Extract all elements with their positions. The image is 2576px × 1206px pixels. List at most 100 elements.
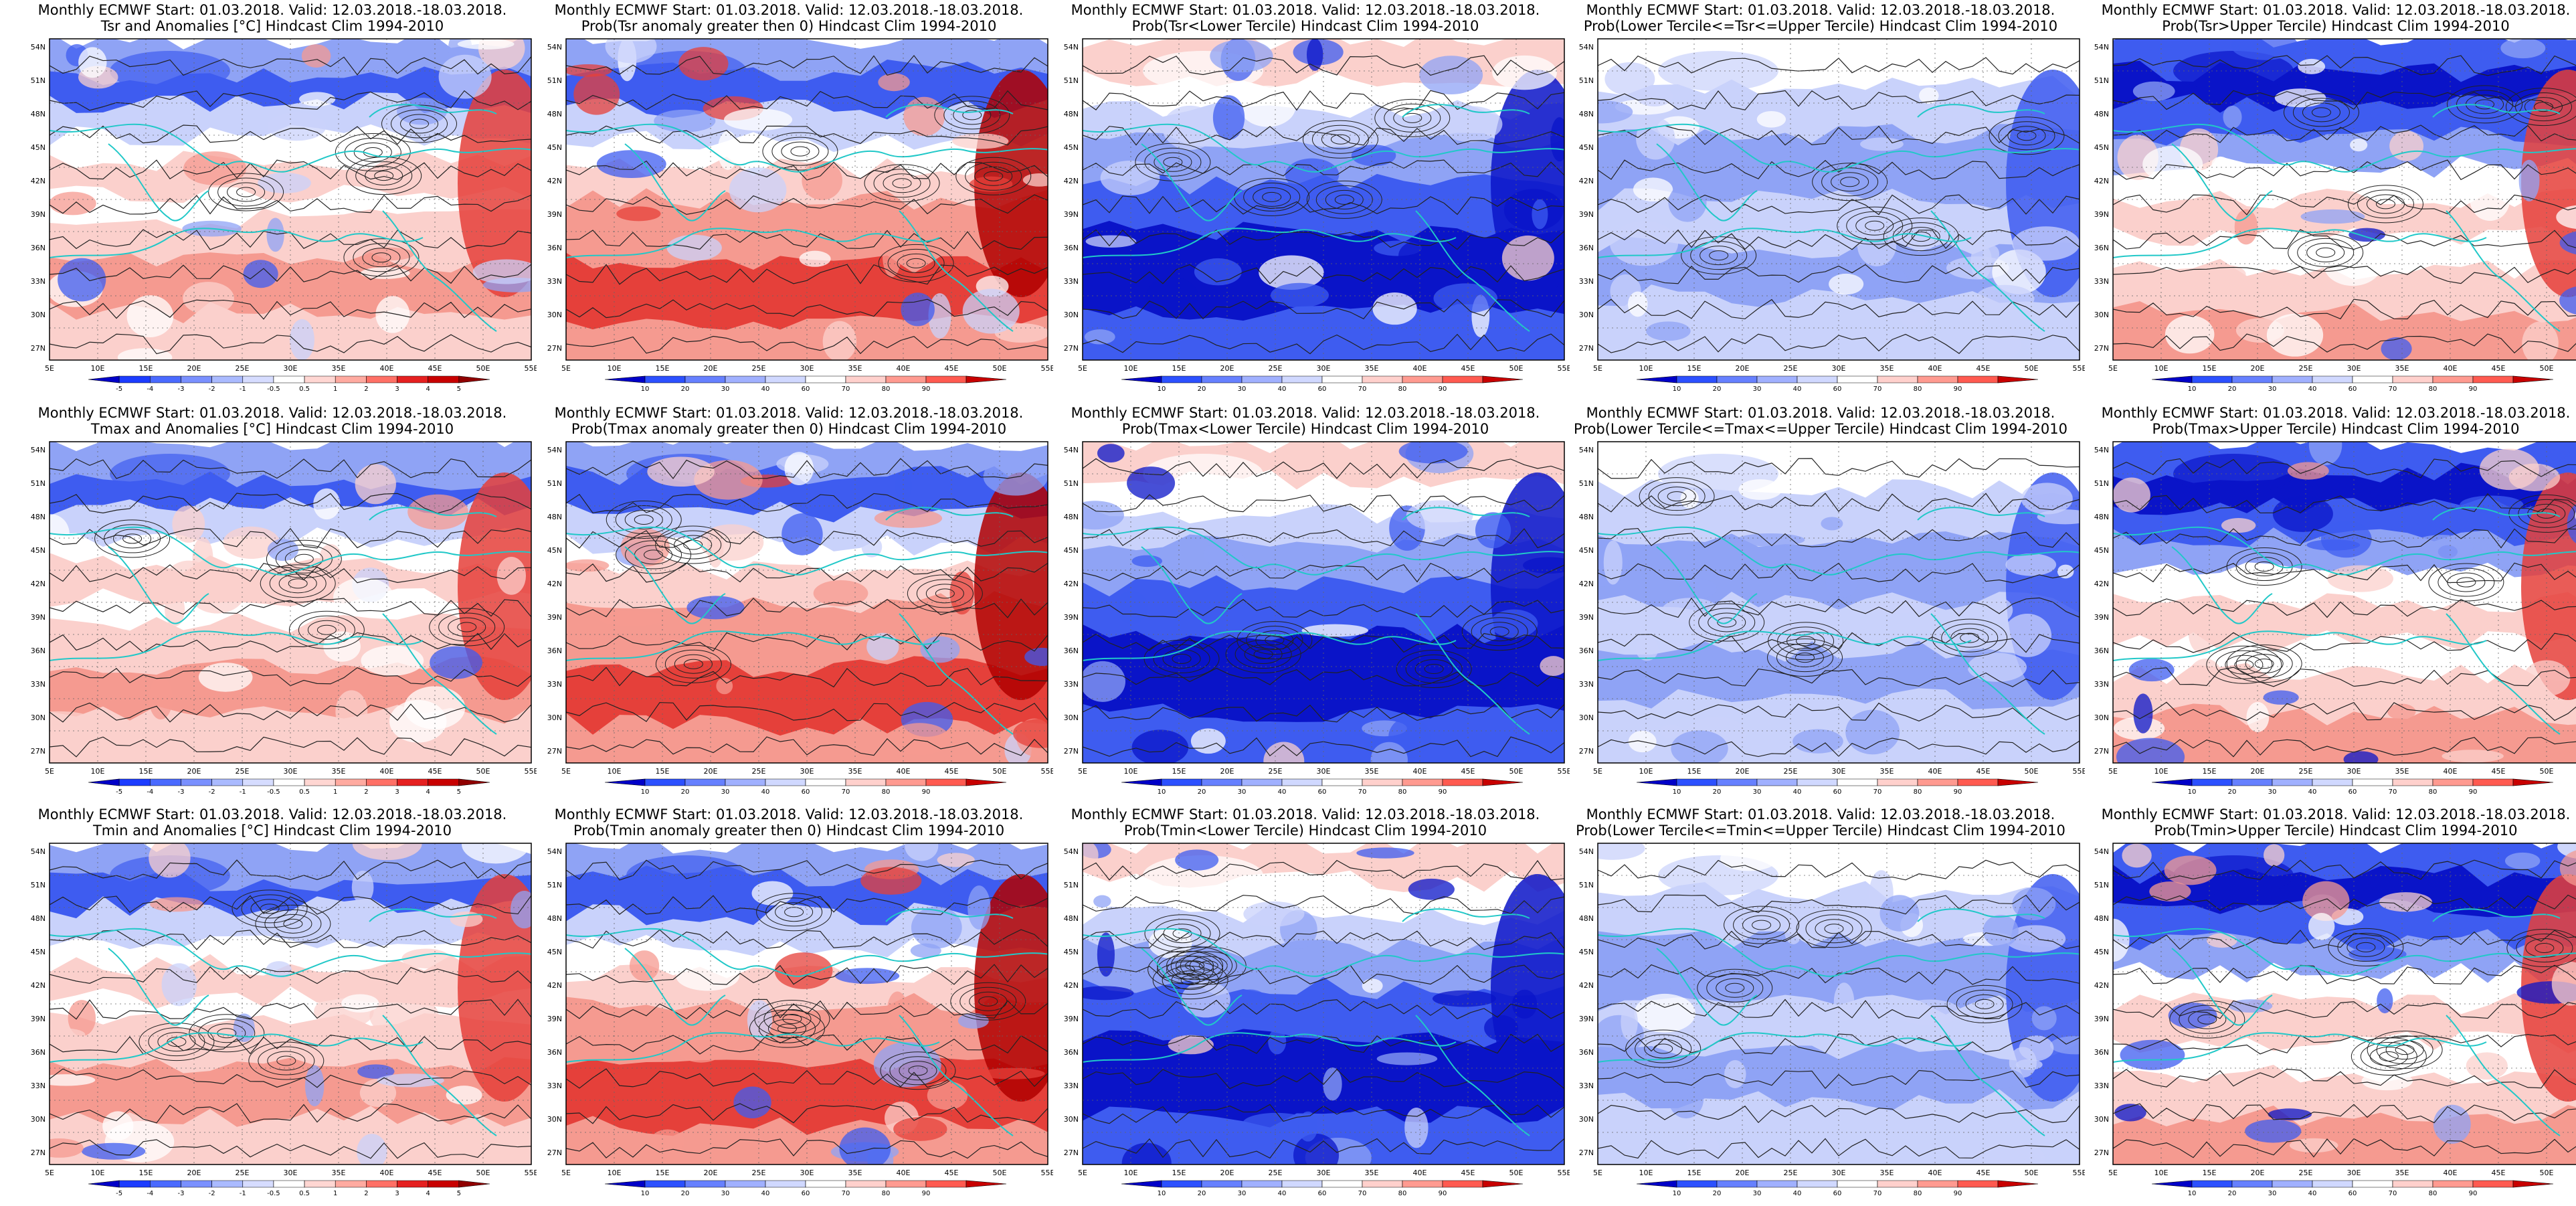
lat-tick-label: 48N	[547, 513, 562, 521]
color-bar-swatch	[335, 778, 367, 786]
color-bar-swatch	[118, 375, 151, 383]
color-bar-swatch	[2312, 1180, 2353, 1188]
color-bar-label: 70	[2389, 385, 2397, 393]
lat-tick-label: 36N	[1579, 1048, 1594, 1057]
color-bar-label: 80	[2429, 385, 2437, 393]
lon-tick-label: 20E	[1736, 364, 1750, 373]
color-bar-label: 90	[922, 1190, 931, 1197]
color-bar-label: 80	[882, 385, 891, 393]
color-bar-label: 70	[2389, 788, 2397, 796]
lat-tick-label: 36N	[2094, 244, 2109, 252]
lon-tick-label: 30E	[2347, 767, 2361, 776]
color-bar-swatch	[1756, 778, 1798, 786]
color-bar-swatch	[2151, 1180, 2193, 1188]
lat-tick-label: 54N	[547, 847, 562, 856]
lon-tick-label: 40E	[1928, 1169, 1942, 1177]
map-field	[50, 843, 531, 1165]
lon-tick-label: 30E	[800, 1169, 814, 1177]
lon-tick-label: 25E	[236, 767, 250, 776]
color-bar-swatch	[845, 375, 887, 383]
lat-tick-label: 30N	[31, 1115, 45, 1124]
color-bar-swatch	[1121, 778, 1162, 786]
color-bar-swatch	[1201, 1180, 1243, 1188]
lat-tick-label: 27N	[31, 1148, 45, 1157]
panel-subtitle: Prob(Lower Tercile<=Tmax<=Upper Tercile)…	[1574, 421, 2067, 437]
color-bar-swatch	[181, 375, 212, 383]
lat-tick-label: 45N	[31, 546, 45, 555]
color-bar-swatch	[2472, 778, 2514, 786]
map-field	[1083, 442, 1564, 763]
lat-tick-label: 30N	[2094, 713, 2109, 722]
color-bar-label: 10	[2188, 385, 2197, 393]
lon-tick-label: 55E	[1558, 1169, 1570, 1177]
lon-tick-label: 25E	[236, 364, 250, 373]
color-bar-label: 40	[1278, 788, 1287, 796]
lon-tick-label: 10E	[91, 767, 105, 776]
color-bar	[1636, 375, 2039, 383]
color-bar-label: 40	[1793, 1190, 1802, 1197]
lon-tick-label: 20E	[704, 364, 718, 373]
color-bar-swatch	[1837, 375, 1878, 383]
lat-tick-label: 51N	[1579, 881, 1594, 889]
color-bar-swatch	[1161, 778, 1202, 786]
panel-header: Monthly ECMWF Start: 01.03.2018. Valid: …	[1586, 806, 2055, 823]
color-bar-label: 70	[842, 788, 850, 796]
lon-tick-label: 15E	[1687, 767, 1701, 776]
color-bar-swatch	[366, 1180, 397, 1188]
color-bar-label: 40	[761, 1190, 770, 1197]
map-field	[566, 39, 1048, 360]
color-bar-label: -2	[209, 385, 215, 393]
color-bar-swatch	[428, 1180, 460, 1188]
lat-tick-label: 39N	[547, 210, 562, 219]
color-bar-label: 30	[721, 1190, 730, 1197]
color-bar-swatch	[1321, 1180, 1363, 1188]
color-bar-swatch	[2151, 375, 2193, 383]
color-bar-label: 60	[1833, 1190, 1842, 1197]
color-bar-label: 90	[1439, 788, 1447, 796]
lat-tick-label: 48N	[31, 513, 45, 521]
lat-tick-label: 30N	[2094, 311, 2109, 319]
lat-tick-label: 30N	[1579, 1115, 1594, 1124]
color-bar-swatch	[150, 1180, 181, 1188]
lon-tick-label: 20E	[2251, 1169, 2265, 1177]
color-bar-swatch	[1676, 1180, 1718, 1188]
lon-tick-label: 35E	[1880, 1169, 1894, 1177]
lon-tick-label: 40E	[897, 1169, 911, 1177]
lon-tick-label: 25E	[2299, 1169, 2313, 1177]
color-bar-swatch	[1241, 1180, 1283, 1188]
lat-tick-label: 39N	[31, 613, 45, 622]
lon-tick-label: 25E	[1269, 767, 1283, 776]
lat-tick-label: 51N	[547, 76, 562, 85]
lat-tick-label: 54N	[547, 446, 562, 454]
color-bar-label: 30	[2268, 788, 2277, 796]
color-bar-label: -4	[147, 788, 153, 796]
map-panel: Monthly ECMWF Start: 01.03.2018. Valid: …	[1041, 403, 1570, 804]
panel-header: Monthly ECMWF Start: 01.03.2018. Valid: …	[1071, 2, 1540, 18]
lon-tick-label: 50E	[476, 364, 490, 373]
color-bar-label: 80	[1914, 1190, 1922, 1197]
lon-tick-label: 15E	[656, 767, 670, 776]
lat-tick-label: 42N	[547, 177, 562, 185]
color-bar-label: 90	[1954, 385, 1962, 393]
lat-tick-label: 33N	[547, 277, 562, 286]
color-bar-swatch	[1121, 1180, 1162, 1188]
color-bar-swatch	[1201, 375, 1243, 383]
lon-tick-label: 20E	[187, 767, 201, 776]
color-bar-label: -3	[177, 1190, 184, 1197]
color-bar-swatch	[397, 375, 428, 383]
color-bar-label: 20	[681, 385, 690, 393]
color-bar	[1121, 375, 1524, 383]
color-bar-swatch	[1716, 778, 1758, 786]
lat-tick-label: 30N	[2094, 1115, 2109, 1124]
panel-subtitle: Prob(Tsr>Upper Tercile) Hindcast Clim 19…	[2162, 18, 2510, 34]
lat-tick-label: 39N	[1579, 613, 1594, 622]
color-bar	[2151, 375, 2554, 383]
color-bar-label: 80	[882, 788, 891, 796]
color-bar-swatch	[885, 1180, 927, 1188]
color-bar-swatch	[925, 1180, 967, 1188]
